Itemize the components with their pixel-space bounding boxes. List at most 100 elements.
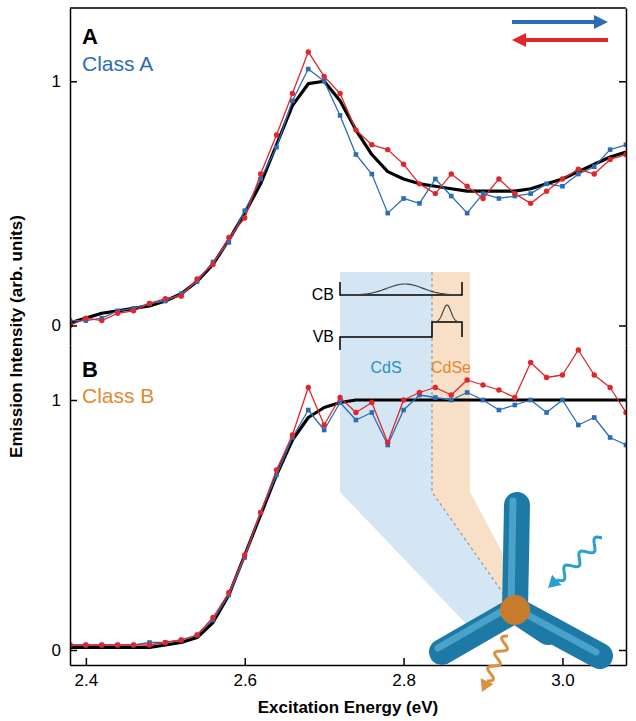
marker [433, 395, 438, 400]
marker [83, 315, 88, 320]
marker [306, 49, 311, 54]
marker [433, 177, 438, 182]
panel-title: Class A [82, 52, 153, 75]
marker [449, 392, 454, 397]
series-line [70, 52, 626, 326]
annotation: CdS [370, 359, 401, 376]
cds-region [340, 272, 512, 628]
y-axis-right [619, 346, 627, 666]
marker [481, 191, 486, 196]
marker [115, 643, 120, 648]
figure: 01AClass A012.42.62.83.0BClass BEmission… [0, 0, 636, 721]
axis-line [71, 665, 627, 667]
axis-line [70, 9, 72, 346]
tick: 0 [52, 641, 77, 660]
marker [449, 194, 454, 199]
marker [623, 152, 626, 157]
axis-line [626, 9, 628, 346]
inset-background [340, 272, 530, 628]
tick [619, 650, 626, 651]
marker [354, 152, 359, 157]
series-line [70, 393, 626, 646]
tick-mark [619, 400, 626, 402]
marker [592, 372, 597, 377]
marker [417, 390, 422, 395]
marker [369, 400, 374, 405]
tick-mark [403, 658, 405, 665]
marker [512, 395, 517, 400]
direction-arrows [512, 15, 608, 47]
tick [619, 400, 626, 401]
tick [619, 81, 626, 82]
marker [322, 428, 327, 433]
marker [449, 398, 454, 403]
marker [195, 633, 200, 638]
marker [163, 640, 168, 645]
marker [115, 311, 120, 316]
marker [337, 395, 342, 400]
marker [306, 408, 311, 413]
marker [147, 642, 152, 647]
marker [163, 640, 168, 645]
tick-label: 2.8 [392, 671, 416, 690]
emission-arrow [487, 636, 508, 681]
tick-mark [619, 650, 626, 652]
marker [608, 147, 613, 152]
marker [179, 293, 184, 298]
tick-label: 1 [52, 72, 61, 91]
y-axis-right [619, 9, 627, 346]
tick: 2.4 [75, 658, 99, 690]
inset: CBVBCdSCdSe [312, 282, 471, 376]
vb-line [340, 322, 462, 350]
marker [226, 235, 231, 240]
marker [544, 410, 549, 415]
marker [465, 390, 470, 395]
marker [497, 196, 502, 201]
marker [592, 171, 597, 176]
marker [433, 191, 438, 196]
marker [370, 172, 375, 177]
marker [321, 74, 326, 79]
tick-mark [70, 325, 77, 327]
marker [306, 67, 311, 72]
marker [401, 408, 406, 413]
cb-line [340, 282, 462, 295]
chart-container: 01AClass A012.42.62.83.0BClass BEmission… [0, 0, 636, 721]
marker [560, 184, 565, 189]
backward-arrow-head [512, 33, 526, 47]
x-axis-title: Excitation Energy (eV) [258, 698, 438, 717]
marker [481, 398, 486, 403]
marker [607, 385, 612, 390]
marker [194, 632, 199, 637]
annotation: CdSe [431, 359, 471, 376]
tick-mark [70, 650, 77, 652]
marker [465, 211, 470, 216]
tick-label: 0 [52, 316, 61, 335]
emission-arrow-head [481, 678, 494, 692]
marker [179, 637, 184, 642]
plot-area [70, 49, 626, 328]
series-line [70, 350, 626, 645]
panel-label: A [82, 24, 98, 49]
marker [497, 408, 502, 413]
marker [290, 432, 295, 437]
y-axis: 01 [52, 346, 77, 666]
marker [464, 184, 469, 189]
marker [576, 423, 581, 428]
marker [560, 372, 565, 377]
tetrapod [438, 501, 602, 692]
marker [370, 410, 375, 415]
marker [131, 642, 136, 647]
marker [131, 643, 136, 648]
marker [401, 162, 406, 167]
plot-area [70, 347, 626, 647]
marker [84, 643, 89, 648]
tetrapod-highlight [438, 606, 511, 648]
marker [544, 182, 549, 187]
marker [544, 188, 549, 193]
marker [496, 387, 501, 392]
tick: 2.8 [392, 658, 416, 690]
marker [210, 262, 215, 267]
tick-label: 3.0 [551, 671, 575, 690]
marker [592, 164, 597, 169]
